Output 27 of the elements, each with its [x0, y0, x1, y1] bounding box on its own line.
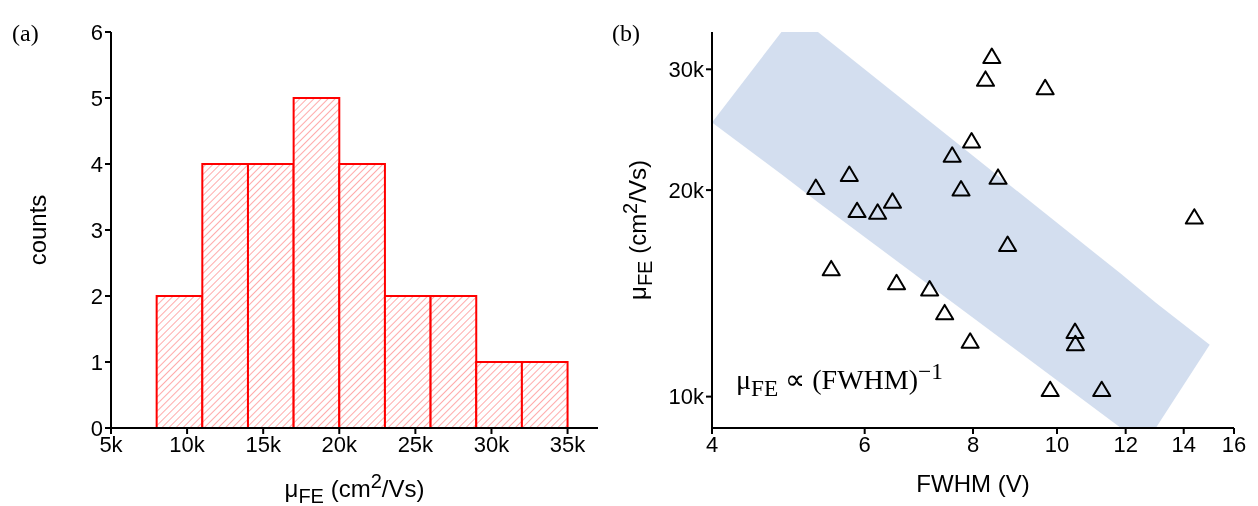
- x-tick-label: 6: [858, 431, 871, 457]
- chart-title: (a): [12, 20, 39, 47]
- chart-title: (b): [612, 20, 640, 47]
- y-tick-label: 10k: [668, 384, 705, 410]
- annotation: μ$_{FE}$ ∝ (FWHM)$^{−1}$: [736, 358, 943, 402]
- x-axis-title: μ$_{FE}$ (cm$^{2}$/Vs): [284, 470, 425, 506]
- x-tick-label: 12: [1113, 431, 1138, 457]
- y-tick-label: 20k: [668, 177, 705, 203]
- y-tick-label: 6: [90, 19, 103, 45]
- y-tick-label: 1: [90, 349, 103, 375]
- x-tick-label: 10k: [169, 431, 206, 457]
- y-tick-label: 2: [90, 283, 103, 309]
- x-tick-label: 30k: [473, 431, 511, 457]
- y-tick-label: 30k: [668, 57, 705, 83]
- y-axis-title: counts: [24, 194, 52, 266]
- x-tick-label: 25k: [397, 431, 435, 457]
- y-tick-label: 4: [90, 151, 103, 177]
- x-tick-label: 20k: [321, 431, 359, 457]
- x-tick-label: 35k: [549, 431, 587, 457]
- x-tick-label: 14: [1171, 431, 1196, 457]
- x-tick-label: 8: [966, 431, 980, 457]
- y-tick-label: 5: [90, 85, 103, 111]
- x-tick-label: 15k: [245, 431, 282, 457]
- x-tick-label: 10: [1044, 431, 1070, 457]
- x-tick-label: 16: [1221, 431, 1247, 457]
- x-axis-title: FWHM (V): [916, 470, 1030, 498]
- y-tick-label: 3: [90, 217, 103, 243]
